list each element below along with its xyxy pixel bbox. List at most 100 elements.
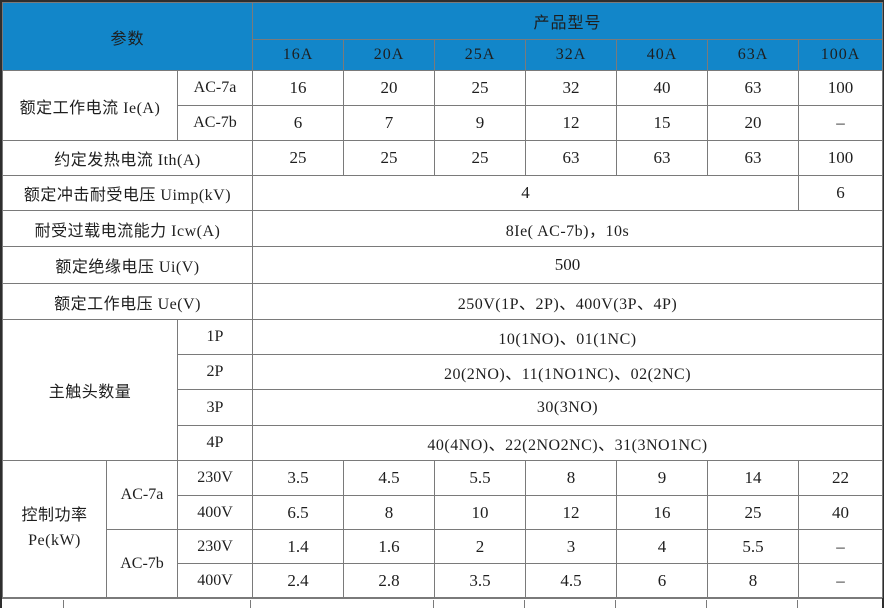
value-cell: 25: [434, 70, 526, 106]
table-row: 约定发热电流 Ith(A) 25 25 25 63 63 63 100: [2, 140, 883, 176]
value-cell: 40: [798, 495, 883, 530]
model-col-20a: 20A: [343, 39, 435, 71]
model-col-32a: 32A: [525, 39, 617, 71]
ie-ac7b-label: AC-7b: [177, 105, 253, 141]
power-volt-label: 400V: [177, 563, 253, 598]
value-cell: 14: [707, 460, 799, 496]
value-cell: 100: [798, 140, 883, 176]
value-cell: 40(4NO)、22(2NO2NC)、31(3NO1NC): [252, 425, 883, 461]
value-cell: 9: [434, 105, 526, 141]
power-ac7a-label: AC-7a: [106, 460, 178, 530]
value-cell: 63: [525, 140, 617, 176]
table-row: 400V 2.4 2.8 3.5 4.5 6 8 –: [3, 563, 883, 598]
value-cell: 10(1NO)、01(1NC): [252, 319, 883, 355]
value-cell: 8Ie( AC-7b)，10s: [252, 210, 883, 247]
contacts-pole-1p: 1P: [177, 319, 253, 355]
grid-line: [63, 600, 64, 608]
value-cell: 63: [616, 140, 708, 176]
model-col-40a: 40A: [616, 39, 708, 71]
row-label-ui: 额定绝缘电压 Ui(V): [2, 246, 253, 284]
value-cell: 4.5: [343, 460, 435, 496]
value-cell: 1.6: [343, 529, 435, 564]
value-cell: 12: [525, 495, 617, 530]
ie-ac7a-label: AC-7a: [177, 70, 253, 106]
table-row: 参数 产品型号: [2, 2, 883, 71]
value-cell: 5.5: [434, 460, 526, 496]
value-cell: 63: [707, 140, 799, 176]
grid-line: [706, 600, 707, 608]
value-cell: 16: [616, 495, 708, 530]
grid-line: [615, 600, 616, 608]
row-label-power: 控制功率 Pe(kW): [2, 460, 107, 598]
value-cell: 63: [707, 70, 799, 106]
grid-line: [250, 600, 251, 608]
value-cell: 4.5: [525, 563, 617, 598]
param-header-cell: 参数: [2, 2, 253, 71]
value-cell: –: [798, 105, 883, 141]
row-label-ue: 额定工作电压 Ue(V): [2, 283, 253, 320]
table-row: 额定冲击耐受电压 Uimp(kV) 4 6: [2, 175, 883, 211]
partial-next-row: [2, 598, 882, 608]
contacts-pole-4p: 4P: [177, 425, 253, 461]
value-cell: 25: [434, 140, 526, 176]
table-row: 主触头数量 1P 10(1NO)、01(1NC): [2, 319, 883, 461]
value-cell: 2.8: [343, 563, 435, 598]
power-volt-label: 230V: [177, 460, 253, 496]
table-row: AC-7b 6 7 9 12 15 20 –: [3, 105, 883, 141]
value-cell: 1.4: [252, 529, 344, 564]
value-cell: –: [798, 563, 883, 598]
value-cell: 6.5: [252, 495, 344, 530]
value-cell: 8: [343, 495, 435, 530]
model-col-16a: 16A: [252, 39, 344, 71]
value-cell: 25: [252, 140, 344, 176]
value-cell: 3: [525, 529, 617, 564]
value-cell: 20(2NO)、11(1NO1NC)、02(2NC): [252, 354, 883, 390]
grid-line: [797, 600, 798, 608]
power-volt-label: 400V: [177, 495, 253, 530]
model-col-25a: 25A: [434, 39, 526, 71]
value-cell: 5.5: [707, 529, 799, 564]
table-row: 额定绝缘电压 Ui(V) 500: [2, 246, 883, 284]
value-cell: –: [798, 529, 883, 564]
value-cell: 3.5: [252, 460, 344, 496]
table-row: AC-7b 230V 1.4 1.6 2 3 4 5.5 –: [3, 529, 883, 598]
row-label-ie: 额定工作电流 Ie(A): [2, 70, 178, 141]
value-cell: 500: [252, 246, 883, 284]
value-cell: 100: [798, 70, 883, 106]
contacts-pole-2p: 2P: [177, 354, 253, 390]
value-cell: 6: [798, 175, 883, 211]
value-cell: 16: [252, 70, 344, 106]
value-cell: 32: [525, 70, 617, 106]
model-header-cell: 产品型号: [252, 2, 883, 40]
value-cell: 2.4: [252, 563, 344, 598]
table-row: 4P 40(4NO)、22(2NO2NC)、31(3NO1NC): [3, 425, 883, 461]
value-cell: 4: [616, 529, 708, 564]
model-col-63a: 63A: [707, 39, 799, 71]
contacts-pole-3p: 3P: [177, 389, 253, 426]
value-cell: 6: [616, 563, 708, 598]
row-label-ith: 约定发热电流 Ith(A): [2, 140, 253, 176]
value-cell: 4: [252, 175, 799, 211]
power-volt-label: 230V: [177, 529, 253, 564]
value-cell: 6: [252, 105, 344, 141]
value-cell: 8: [525, 460, 617, 496]
value-cell: 22: [798, 460, 883, 496]
value-cell: 30(3NO): [252, 389, 883, 426]
table-row: 400V 6.5 8 10 12 16 25 40: [3, 495, 883, 530]
product-spec-table: 参数 产品型号 16A 20A 25A 32A 40A 63A 100A 额定工…: [2, 2, 883, 598]
value-cell: 2: [434, 529, 526, 564]
table-row: 额定工作电压 Ue(V) 250V(1P、2P)、400V(3P、4P): [2, 283, 883, 320]
grid-line: [524, 600, 525, 608]
grid-line: [433, 600, 434, 608]
value-cell: 3.5: [434, 563, 526, 598]
row-label-icw: 耐受过载电流能力 Icw(A): [2, 210, 253, 247]
value-cell: 20: [343, 70, 435, 106]
value-cell: 20: [707, 105, 799, 141]
value-cell: 7: [343, 105, 435, 141]
table-row: 2P 20(2NO)、11(1NO1NC)、02(2NC): [3, 354, 883, 390]
table-row: 耐受过载电流能力 Icw(A) 8Ie( AC-7b)，10s: [2, 210, 883, 247]
row-label-uimp: 额定冲击耐受电压 Uimp(kV): [2, 175, 253, 211]
model-col-100a: 100A: [798, 39, 883, 71]
